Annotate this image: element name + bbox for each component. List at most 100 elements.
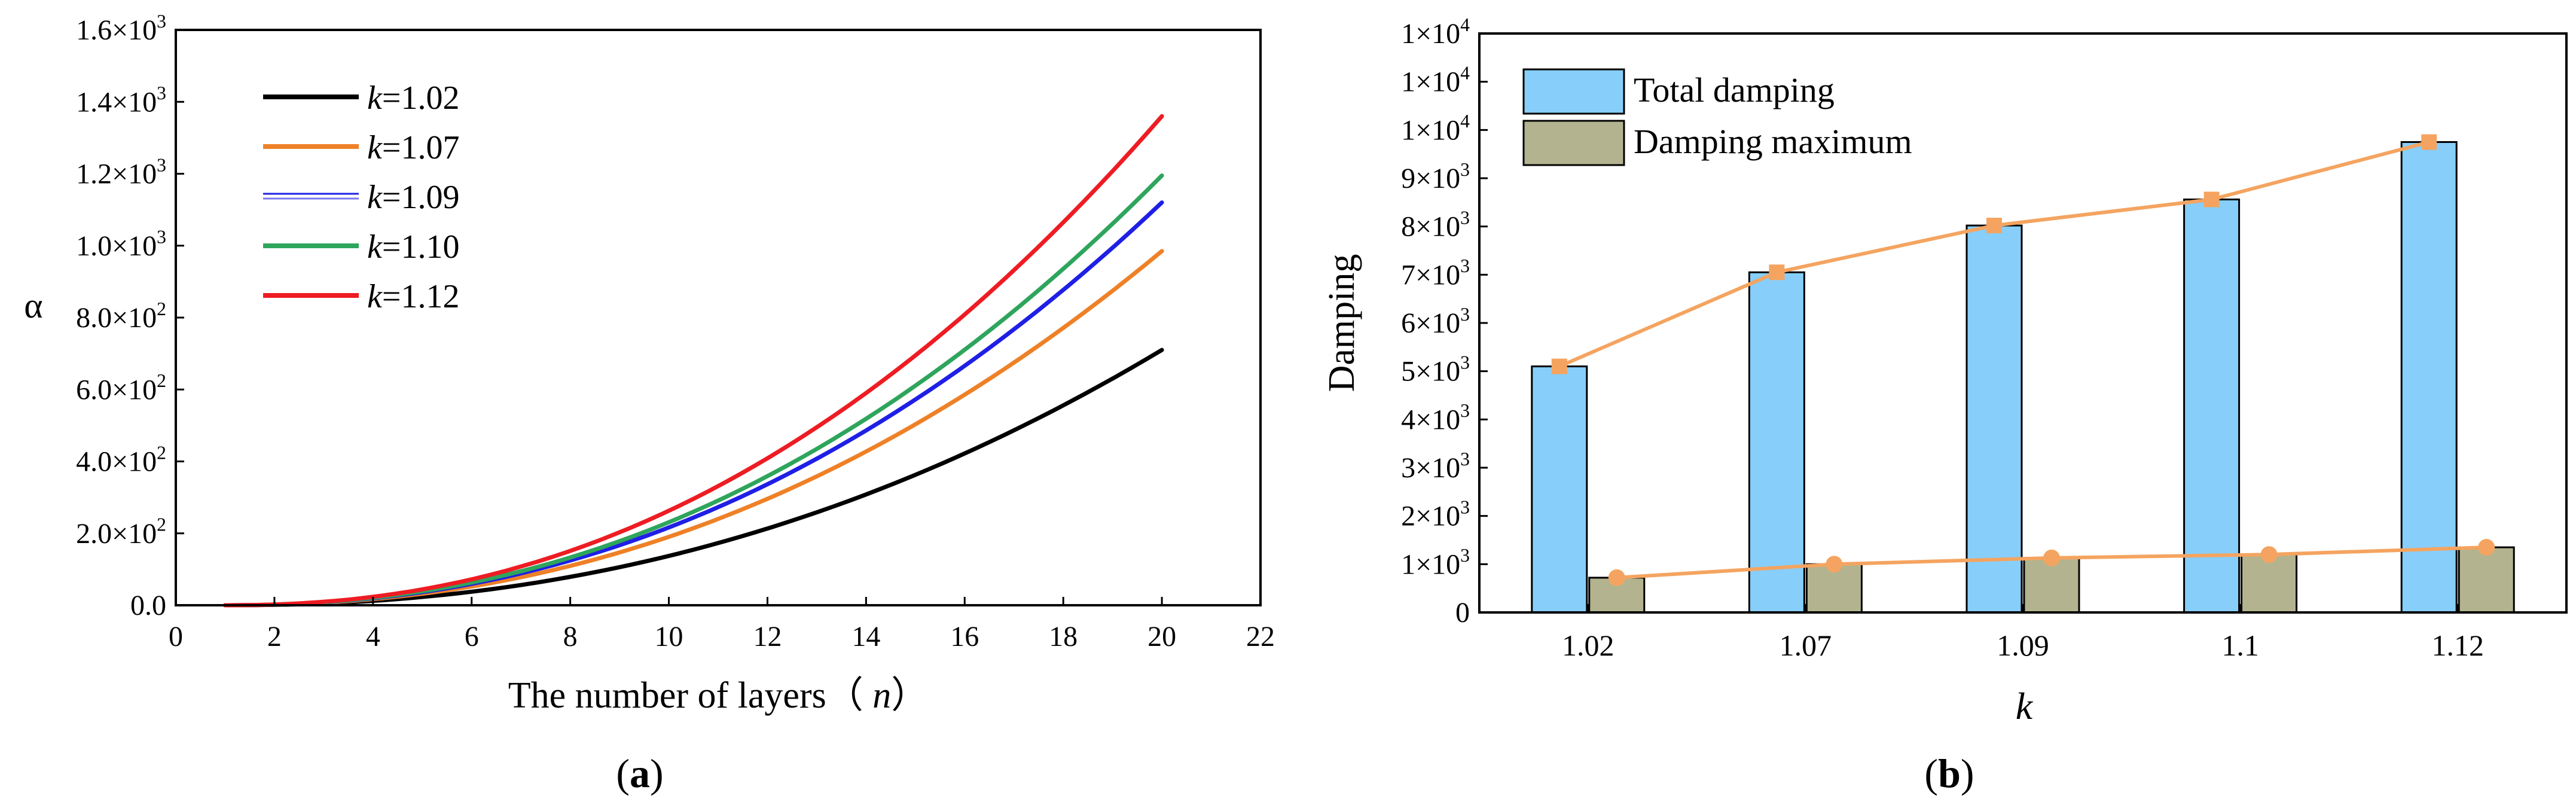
y-tick-label-b-exponent: 3 (1460, 208, 1470, 228)
panel-a: 0 2 4 6 8 10 12 14 16 18 20 220.02.0×1024.0×1026.0×… (24, 11, 1275, 796)
y-tick-label-a: 6.0×102 (76, 370, 166, 406)
y-tick-label-b: 1×104 (1401, 111, 1470, 146)
y-tick-label-a-exponent: 2 (157, 514, 166, 535)
y-tick-label-a: 1.0×103 (76, 227, 166, 262)
legend-a: k=1.02k=1.07k=1.09k=1.10k=1.12 (263, 80, 459, 315)
y-tick-label-b-mantissa: 1×10 (1401, 18, 1460, 50)
x-tick-label-a: 14 (851, 621, 880, 653)
y-tick-label-a: 0.0 (130, 590, 166, 621)
y-tick-label-b-exponent: 4 (1460, 111, 1470, 132)
legend-label-a: k=1.02 (367, 80, 459, 117)
marker-damping-maximum (2043, 549, 2060, 566)
x-tick-label-a: 18 (1049, 621, 1078, 653)
y-tick-label-b-mantissa: 8×10 (1401, 211, 1460, 243)
x-tick-label-a: 22 (1246, 621, 1275, 653)
b-lines (1551, 134, 2495, 586)
y-tick-label-b: 1×104 (1401, 63, 1470, 98)
y-tick-label-b: 0 (1455, 597, 1470, 629)
y-tick-label-b-mantissa: 2×10 (1401, 501, 1460, 532)
y-tick-label-a-mantissa: 6.0×10 (76, 374, 157, 406)
y-tick-label-b: 4×103 (1401, 400, 1470, 435)
y-tick-label-b-mantissa: 9×10 (1401, 163, 1460, 194)
bar-total-damping (1531, 365, 1588, 614)
x-tick-label-b: 1.1 (2221, 629, 2259, 662)
y-tick-label-a-mantissa: 1.2×10 (76, 158, 157, 190)
x-tick-label-a: 8 (563, 621, 578, 653)
y-tick-label-b-exponent: 3 (1460, 352, 1470, 373)
series-line-112 (223, 114, 1164, 608)
marker-total-damping (1986, 218, 2002, 234)
y-tick-label-b-mantissa: 1×10 (1401, 548, 1460, 580)
panel-caption-a-letter: a (630, 751, 650, 796)
legend-label-a-value: =1.09 (382, 179, 460, 216)
legend-label-a-k: k (367, 179, 383, 216)
y-tick-label-b: 1×103 (1401, 545, 1470, 580)
legend-swatch-b (1522, 68, 1625, 115)
legend-label-a: k=1.10 (367, 228, 459, 266)
legend-label-a: k=1.07 (367, 129, 459, 166)
x-axis-label-a-var: n (872, 675, 891, 716)
marker-damping-maximum (2260, 546, 2278, 563)
b-bars (1531, 141, 2515, 614)
y-tick-label-b-exponent: 3 (1460, 400, 1470, 421)
x-tick-label-a: 16 (950, 621, 979, 653)
b-ticks: 01×1032×1033×1034×1035×1036×1037×1038×10… (1401, 14, 2484, 662)
y-tick-label-b: 8×103 (1401, 208, 1470, 243)
x-tick-label-a: 6 (465, 621, 479, 653)
x-tick-label-b: 1.12 (2431, 629, 2484, 662)
y-tick-label-b-exponent: 3 (1460, 255, 1470, 276)
y-tick-label-b-mantissa: 4×10 (1401, 404, 1460, 435)
y-tick-label-b-mantissa: 0 (1455, 597, 1470, 629)
x-axis-label-a-text: The number of layers（ (508, 675, 872, 716)
marker-damping-maximum (2478, 539, 2495, 556)
y-tick-label-b: 2×103 (1401, 497, 1470, 532)
y-tick-label-a: 8.0×102 (76, 298, 166, 334)
panel-caption-b: (b) (1924, 751, 1974, 796)
y-tick-label-b: 6×103 (1401, 304, 1470, 339)
legend-label-a-k: k (367, 228, 383, 266)
y-tick-label-a-exponent: 2 (157, 442, 166, 463)
x-axis-label-b: k (2016, 685, 2034, 727)
marker-total-damping (1551, 358, 1567, 374)
y-tick-label-b-mantissa: 1×10 (1401, 114, 1460, 146)
y-tick-label-b-mantissa: 3×10 (1401, 452, 1460, 484)
x-tick-label-b: 1.09 (1997, 629, 2049, 662)
y-tick-label-a: 4.0×102 (76, 442, 166, 477)
y-tick-label-b-exponent: 3 (1460, 497, 1470, 518)
legend-label-a-k: k (367, 278, 383, 315)
y-tick-label-b: 7×103 (1401, 255, 1470, 291)
legend-label-a: k=1.09 (367, 179, 459, 216)
x-tick-label-b: 1.02 (1562, 629, 1614, 662)
y-tick-label-a-exponent: 2 (157, 298, 166, 319)
y-tick-label-b-mantissa: 5×10 (1401, 356, 1460, 388)
legend-label-b: Total damping (1634, 71, 1835, 109)
legend-label-a-k: k (367, 129, 383, 166)
marker-total-damping (2203, 191, 2220, 208)
y-tick-label-b-exponent: 4 (1460, 14, 1470, 35)
y-tick-label-a-mantissa: 1.4×10 (76, 86, 157, 118)
marker-damping-maximum (1608, 569, 1625, 586)
y-tick-label-a-mantissa: 1.6×10 (76, 14, 157, 46)
y-axis-label-b: Damping (1321, 254, 1362, 392)
y-tick-label-b-exponent: 3 (1460, 545, 1470, 566)
y-tick-label-a-exponent: 3 (157, 154, 166, 175)
legend-label-a: k=1.12 (367, 278, 459, 315)
y-tick-label-a: 2.0×102 (76, 514, 166, 550)
y-tick-label-b: 5×103 (1401, 352, 1470, 388)
legend-swatch-b (1522, 120, 1625, 166)
y-tick-label-a-mantissa: 0.0 (130, 590, 166, 621)
marker-total-damping (1769, 264, 1785, 281)
y-tick-label-a-mantissa: 2.0×10 (76, 518, 157, 550)
y-tick-label-b-exponent: 3 (1460, 449, 1470, 469)
panel-caption-b-letter: b (1938, 751, 1961, 796)
y-tick-label-b-mantissa: 1×10 (1401, 66, 1460, 98)
y-tick-label-a-mantissa: 8.0×10 (76, 302, 157, 334)
a-ticks: 0 2 4 6 8 10 12 14 16 18 20 220.02.0×1024.0×1026.0×… (76, 11, 1275, 653)
y-tick-label-a: 1.2×103 (76, 154, 166, 190)
x-tick-label-a: 2 (267, 621, 282, 653)
y-tick-label-a: 1.4×103 (76, 83, 166, 118)
bar-damping-maximum (2241, 553, 2298, 614)
y-tick-label-b-exponent: 4 (1460, 63, 1470, 84)
y-tick-label-b: 3×103 (1401, 449, 1470, 484)
x-tick-label-a: 20 (1147, 621, 1176, 653)
